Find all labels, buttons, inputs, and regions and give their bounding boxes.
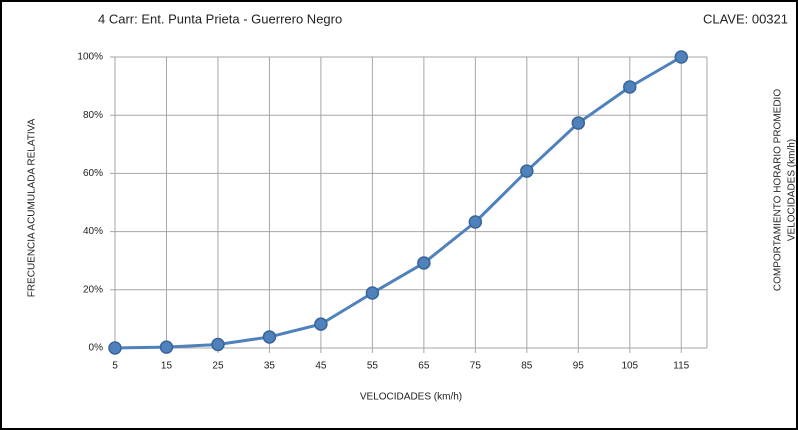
chart-title: 4 Carr: Ent. Punta Prieta - Guerrero Neg…	[98, 11, 342, 26]
x-tick-label: 75	[470, 361, 482, 372]
series-line	[114, 55, 683, 350]
y-tick-label: 0%	[89, 343, 104, 354]
x-tick-label: 115	[673, 361, 689, 372]
x-tick-label: 55	[367, 361, 379, 372]
side-label: VELOCIDADES (km/h)	[787, 139, 798, 241]
point	[468, 215, 483, 229]
y-tick-label: 60%	[83, 168, 103, 179]
point	[211, 337, 225, 352]
point	[314, 317, 328, 331]
point	[417, 256, 431, 270]
point	[623, 80, 637, 94]
point	[262, 330, 277, 344]
chart-code: CLAVE: 00321	[703, 11, 788, 26]
x-tick-label: 45	[315, 361, 327, 372]
point	[674, 50, 689, 64]
point	[108, 341, 122, 355]
x-tick-label: 65	[418, 361, 430, 372]
y-axis-label: FRECUENCIA ACUMULADA RELATIVA	[27, 118, 38, 297]
x-tick-label: 95	[573, 361, 585, 372]
x-axis-label: VELOCIDADES (km/h)	[360, 392, 462, 403]
x-tick-label: 5	[112, 361, 118, 372]
y-tick-label: 20%	[83, 284, 103, 295]
side-label: COMPORTAMIENTO HORARIO PROMEDIO	[773, 89, 784, 291]
y-tick-label: 40%	[83, 226, 103, 237]
y-tick-label: 100%	[77, 52, 103, 63]
point	[159, 340, 174, 354]
x-tick-label: 25	[212, 361, 224, 372]
point	[520, 164, 534, 178]
x-tick-label: 15	[161, 361, 173, 372]
x-tick-label: 105	[621, 361, 638, 372]
x-tick-label: 85	[521, 361, 533, 372]
point	[365, 286, 380, 300]
point	[571, 116, 586, 130]
x-tick-label: 35	[264, 361, 276, 372]
y-tick-label: 80%	[83, 110, 103, 121]
